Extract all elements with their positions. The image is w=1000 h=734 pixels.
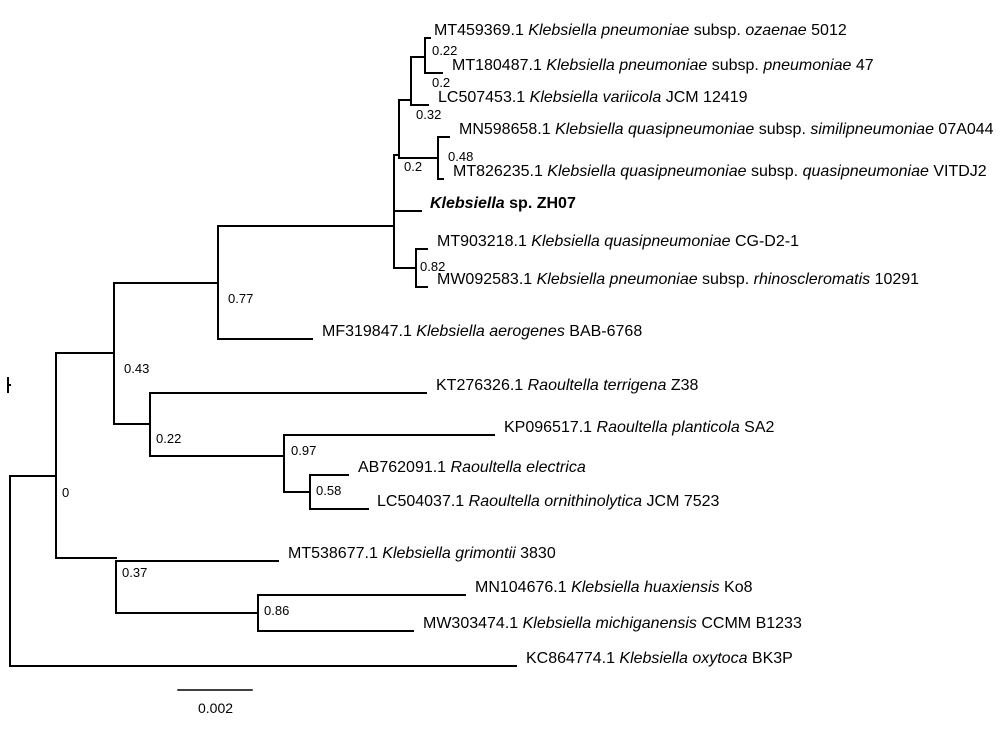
support-value: 0.43 — [124, 362, 149, 375]
taxon-t4: MN598658.1 Klebsiella quasipneumoniae su… — [459, 122, 994, 138]
taxon-t14: MT538677.1 Klebsiella grimontii 3830 — [288, 546, 556, 562]
taxon-t17: KC864774.1 Klebsiella oxytoca BK3P — [526, 651, 793, 667]
support-value: 0.2 — [432, 76, 450, 89]
support-value: 0 — [62, 486, 69, 499]
taxon-t13: LC504037.1 Raoultella ornithinolytica JC… — [377, 494, 719, 510]
taxon-t9: MF319847.1 Klebsiella aerogenes BAB-6768 — [322, 324, 642, 340]
support-value: 0.22 — [156, 432, 181, 445]
support-value: 0.2 — [404, 160, 422, 173]
taxon-t8: MW092583.1 Klebsiella pneumoniae subsp. … — [437, 272, 919, 288]
taxon-t2: MT180487.1 Klebsiella pneumoniae subsp. … — [452, 58, 874, 74]
taxon-t3: LC507453.1 Klebsiella variicola JCM 1241… — [438, 90, 748, 106]
taxon-t12: AB762091.1 Raoultella electrica — [358, 460, 586, 476]
support-value: 0.22 — [432, 44, 457, 57]
taxon-t16: MW303474.1 Klebsiella michiganensis CCMM… — [423, 616, 802, 632]
taxon-t7: MT903218.1 Klebsiella quasipneumoniae CG… — [437, 234, 799, 250]
support-value: 0.37 — [122, 566, 147, 579]
taxon-t15: MN104676.1 Klebsiella huaxiensis Ko8 — [475, 580, 753, 596]
taxon-t5: MT826235.1 Klebsiella quasipneumoniae su… — [453, 164, 987, 180]
support-value: 0.97 — [291, 444, 316, 457]
support-value: 0.58 — [316, 484, 341, 497]
scale-bar-label: 0.002 — [198, 700, 233, 716]
support-value: 0.32 — [416, 108, 441, 121]
taxon-t1: MT459369.1 Klebsiella pneumoniae subsp. … — [434, 23, 847, 39]
support-value: 0.82 — [420, 260, 445, 273]
taxon-t6: Klebsiella sp. ZH07 — [430, 196, 576, 212]
support-value: 0.48 — [448, 150, 473, 163]
support-value: 0.77 — [228, 292, 253, 305]
taxon-t11: KP096517.1 Raoultella planticola SA2 — [504, 420, 774, 436]
support-value: 0.86 — [264, 604, 289, 617]
taxon-t10: KT276326.1 Raoultella terrigena Z38 — [436, 378, 698, 394]
